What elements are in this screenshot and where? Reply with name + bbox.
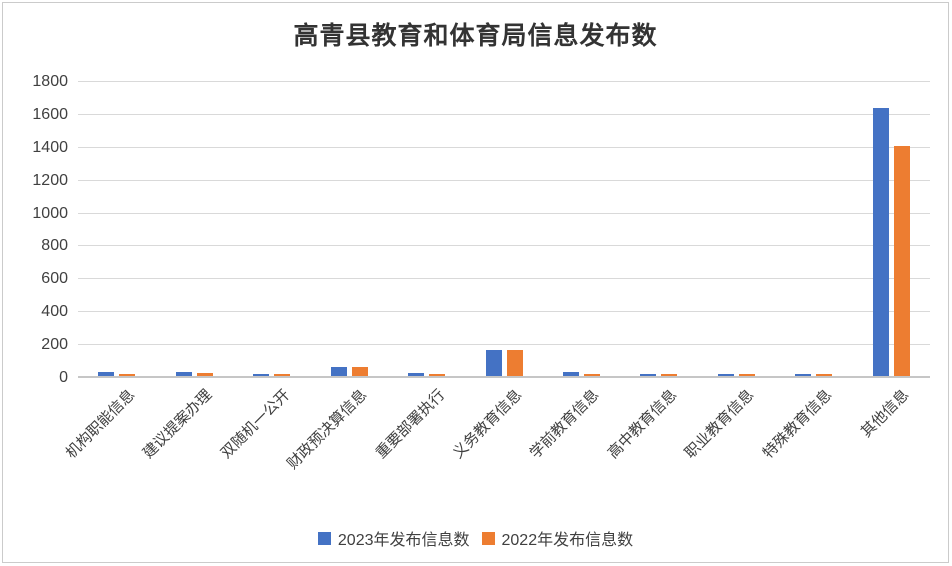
bar	[640, 373, 657, 376]
gridline	[78, 212, 930, 214]
bar	[274, 374, 291, 376]
bar	[429, 373, 446, 376]
y-tick-label: 1400	[32, 138, 68, 156]
y-tick-label: 800	[41, 237, 68, 255]
bar	[795, 373, 812, 376]
gridline	[78, 245, 930, 247]
gridline	[78, 113, 930, 115]
bar	[562, 372, 579, 376]
y-tick-label: 400	[41, 303, 68, 321]
gridline	[78, 81, 930, 82]
bar	[98, 371, 115, 376]
legend-label-2023: 2023年发布信息数	[337, 532, 470, 549]
chart-title: 高青县教育和体育局信息发布数	[293, 21, 658, 50]
gridline	[78, 278, 930, 280]
bar	[872, 107, 889, 376]
bar	[717, 373, 734, 376]
gridline	[78, 311, 930, 313]
legend-label-2022: 2022年发布信息数	[501, 532, 634, 549]
y-tick-label: 1600	[32, 105, 68, 123]
bar	[738, 374, 755, 376]
bar	[119, 374, 136, 376]
legend-item-2022: 2022年发布信息数	[481, 526, 634, 550]
bar	[330, 366, 347, 376]
y-tick-label: 1200	[32, 171, 68, 189]
y-tick-label: 1800	[32, 73, 68, 90]
bar	[583, 374, 600, 376]
bar	[196, 372, 213, 376]
y-tick-label: 200	[41, 336, 68, 354]
y-tick-label: 0	[59, 369, 68, 386]
gridline	[78, 344, 930, 346]
bar	[816, 374, 833, 376]
legend-marker-2023-icon	[317, 531, 331, 545]
bar	[485, 349, 502, 376]
bar	[893, 145, 910, 376]
legend-marker-2022-icon	[481, 531, 495, 545]
gridline	[78, 179, 930, 181]
legend-item-2023: 2023年发布信息数	[317, 526, 470, 550]
bar	[408, 372, 425, 376]
y-tick-label: 600	[41, 270, 68, 288]
bar	[175, 372, 192, 376]
bar	[351, 366, 368, 376]
gridline	[78, 146, 930, 148]
bar	[253, 374, 270, 376]
bar	[661, 374, 678, 376]
x-axis-line	[78, 376, 930, 378]
plot-area: 0 200 400 600 800 1000 1200 1400 1600 1800 机构职能信息建…	[32, 74, 930, 473]
legend: 2023年发布信息数 2022年发布信息数	[3, 526, 948, 550]
y-tick-label: 1000	[32, 204, 68, 222]
bar	[506, 349, 523, 376]
